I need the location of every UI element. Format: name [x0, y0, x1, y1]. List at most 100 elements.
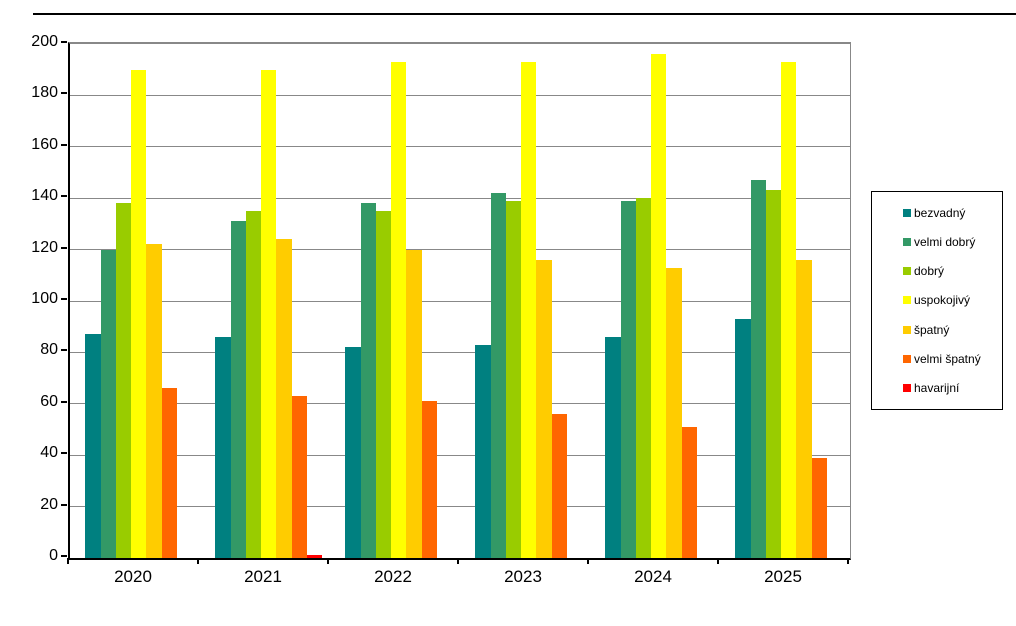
y-axis-label-0: 0	[49, 547, 58, 564]
gridline-y-140	[70, 197, 850, 199]
bar-2021-series-3	[261, 70, 277, 558]
bar-2021-series-2	[245, 211, 262, 558]
legend-swatch-icon	[903, 325, 911, 334]
bar-2024-series-5	[681, 427, 698, 558]
bar-2022-series-0	[345, 347, 361, 558]
y-tick-140	[61, 195, 67, 198]
bar-2021-series-5	[291, 396, 308, 558]
x-tick-0	[67, 558, 69, 564]
plot-area	[68, 42, 851, 560]
legend-label: havarijní	[914, 381, 960, 396]
gridline-y-100	[70, 300, 850, 302]
y-axis-label-80: 80	[40, 341, 58, 359]
legend-swatch-icon	[903, 267, 911, 276]
bar-2020-series-3	[131, 70, 147, 558]
y-axis-label-60: 60	[40, 392, 58, 410]
legend: bezvadný velmi dobrý dobrý uspokojivý špatný…	[871, 191, 1003, 410]
bar-2020-series-2	[115, 203, 132, 558]
bar-2021-series-4	[276, 239, 292, 558]
y-tick-40	[61, 452, 67, 455]
legend-swatch-icon	[903, 355, 911, 364]
bar-2025-series-5	[811, 458, 828, 558]
bar-2024-series-2	[635, 198, 652, 558]
bar-2023-series-0	[475, 345, 491, 558]
x-tick-1	[197, 558, 199, 564]
legend-label: velmi dobrý	[914, 234, 976, 249]
gridline-y-60	[70, 403, 850, 405]
bar-2022-series-1	[360, 203, 376, 558]
legend-swatch-icon	[903, 296, 911, 305]
y-tick-120	[61, 246, 67, 249]
x-axis-label-2021: 2021	[244, 567, 282, 586]
legend-label: uspokojivý	[914, 293, 971, 308]
gridline-y-80	[70, 351, 850, 353]
legend-swatch-icon	[903, 237, 911, 246]
y-axis-label-100: 100	[31, 290, 58, 307]
gridline-y-40	[70, 454, 850, 456]
bar-2023-series-1	[490, 193, 506, 558]
y-tick-20	[61, 503, 67, 506]
bar-2024-series-3	[651, 54, 667, 558]
bar-2024-series-0	[605, 337, 621, 558]
top-border-line	[33, 13, 1016, 15]
bar-2025-series-2	[765, 190, 782, 558]
bar-2020-series-0	[85, 334, 101, 558]
y-axis-label-20: 20	[40, 495, 58, 513]
legend-item-2: dobrý	[903, 264, 1002, 278]
x-tick-3	[457, 558, 459, 564]
bar-2021-series-0	[215, 337, 231, 558]
y-tick-60	[61, 400, 67, 403]
legend-item-0: bezvadný	[903, 206, 1002, 220]
x-tick-4	[587, 558, 589, 564]
legend-swatch-icon	[903, 208, 911, 217]
y-axis-label-140: 140	[31, 187, 58, 205]
legend-label: dobrý	[914, 264, 945, 279]
legend-item-6: havarijní	[903, 381, 1002, 395]
y-tick-100	[61, 298, 67, 300]
bar-2020-series-5	[161, 388, 178, 558]
x-tick-6	[847, 558, 849, 564]
bar-2020-series-4	[146, 244, 162, 558]
x-tick-2	[327, 558, 329, 564]
bar-2025-series-1	[750, 180, 766, 558]
bar-2023-series-4	[536, 260, 552, 558]
gridline-y-160	[70, 146, 850, 148]
bar-2022-series-5	[421, 401, 438, 558]
bar-2023-series-2	[505, 201, 522, 558]
legend-item-4: špatný	[903, 323, 1002, 337]
bar-2020-series-1	[100, 250, 116, 558]
bar-2022-series-2	[375, 211, 392, 558]
y-axis-label-40: 40	[40, 444, 58, 462]
legend-label: velmi špatný	[914, 352, 981, 367]
bar-2021-series-6	[307, 555, 323, 558]
legend-swatch-icon	[903, 384, 911, 393]
bar-2022-series-4	[406, 250, 422, 558]
legend-label: špatný	[914, 322, 950, 337]
y-axis-label-180: 180	[31, 84, 58, 102]
x-tick-5	[717, 558, 719, 564]
gridline-y-20	[70, 506, 850, 508]
bar-2021-series-1	[230, 221, 246, 558]
x-axis-label-2024: 2024	[634, 567, 672, 586]
gridline-y-120	[70, 249, 850, 251]
legend-item-3: uspokojivý	[903, 293, 1002, 307]
legend-item-5: velmi špatný	[903, 352, 1002, 366]
y-tick-80	[61, 349, 67, 352]
bar-2023-series-5	[551, 414, 568, 558]
bar-2024-series-1	[620, 201, 636, 558]
bar-2025-series-0	[735, 319, 751, 558]
x-axis-label-2023: 2023	[504, 567, 542, 586]
y-tick-200	[61, 41, 67, 43]
x-axis-label-2020: 2020	[114, 567, 152, 586]
legend-item-1: velmi dobrý	[903, 235, 1002, 249]
y-tick-0	[61, 555, 67, 557]
bar-2025-series-4	[796, 260, 812, 558]
bar-2025-series-3	[781, 62, 797, 558]
gridline-y-180	[70, 94, 850, 96]
y-axis-label-160: 160	[31, 135, 58, 153]
y-axis-label-200: 200	[31, 33, 58, 50]
y-tick-180	[61, 92, 67, 95]
x-axis-label-2025: 2025	[764, 567, 802, 586]
y-axis-label-120: 120	[31, 238, 58, 256]
